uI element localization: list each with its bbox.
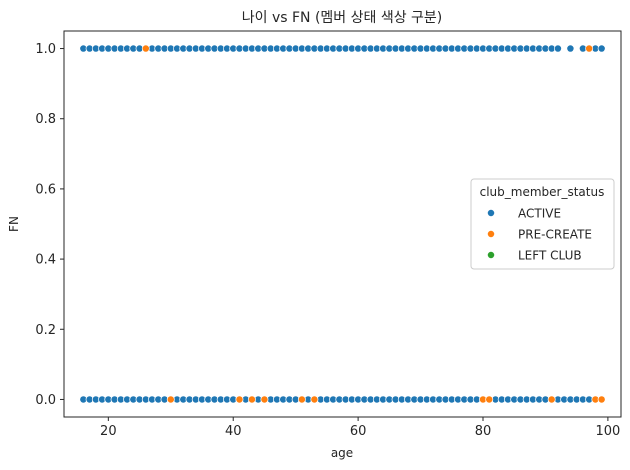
data-point xyxy=(566,44,575,53)
y-tick-label: 0.2 xyxy=(35,323,56,338)
data-point xyxy=(553,44,562,53)
y-tick-label: 0.4 xyxy=(35,253,56,268)
y-tick-label: 0.0 xyxy=(35,393,56,408)
legend-title: club_member_status xyxy=(480,185,605,199)
data-point xyxy=(297,395,306,404)
data-point xyxy=(248,395,256,404)
data-point xyxy=(260,395,269,404)
data-point xyxy=(597,44,606,53)
legend: club_member_status ACTIVE PRE-CREATE LEFT … xyxy=(470,178,615,270)
x-tick-label: 100 xyxy=(595,424,620,439)
legend-entry-label: PRE-CREATE xyxy=(518,228,592,242)
legend-marker xyxy=(487,209,495,217)
x-axis: 20 40 60 80 100 xyxy=(100,417,620,439)
data-point xyxy=(485,395,494,404)
legend-marker xyxy=(487,251,495,259)
x-tick-label: 60 xyxy=(350,424,367,439)
y-axis-label: FN xyxy=(7,216,21,232)
data-point xyxy=(141,44,150,53)
legend-entry-label: LEFT CLUB xyxy=(518,249,582,263)
y-tick-label: 1.0 xyxy=(35,42,56,57)
data-point xyxy=(235,395,244,404)
data-point xyxy=(585,44,594,53)
data-point xyxy=(597,395,606,404)
legend-box xyxy=(470,178,615,270)
y-tick-label: 0.8 xyxy=(35,112,56,127)
legend-marker xyxy=(487,230,495,238)
x-axis-label: age xyxy=(331,446,353,460)
data-point xyxy=(166,395,175,404)
chart-title: 나이 vs FN (멤버 상태 색상 구분) xyxy=(242,10,443,26)
x-tick-label: 20 xyxy=(100,424,117,439)
data-points xyxy=(79,44,606,404)
y-axis: 0.0 0.2 0.4 0.6 0.8 1.0 xyxy=(35,42,64,408)
x-tick-label: 80 xyxy=(475,424,492,439)
plot-frame xyxy=(63,30,622,418)
x-tick-label: 40 xyxy=(225,424,242,439)
data-point xyxy=(310,395,319,404)
data-point xyxy=(547,395,556,404)
legend-entry-label: ACTIVE xyxy=(518,207,561,221)
y-tick-label: 0.6 xyxy=(35,182,56,197)
